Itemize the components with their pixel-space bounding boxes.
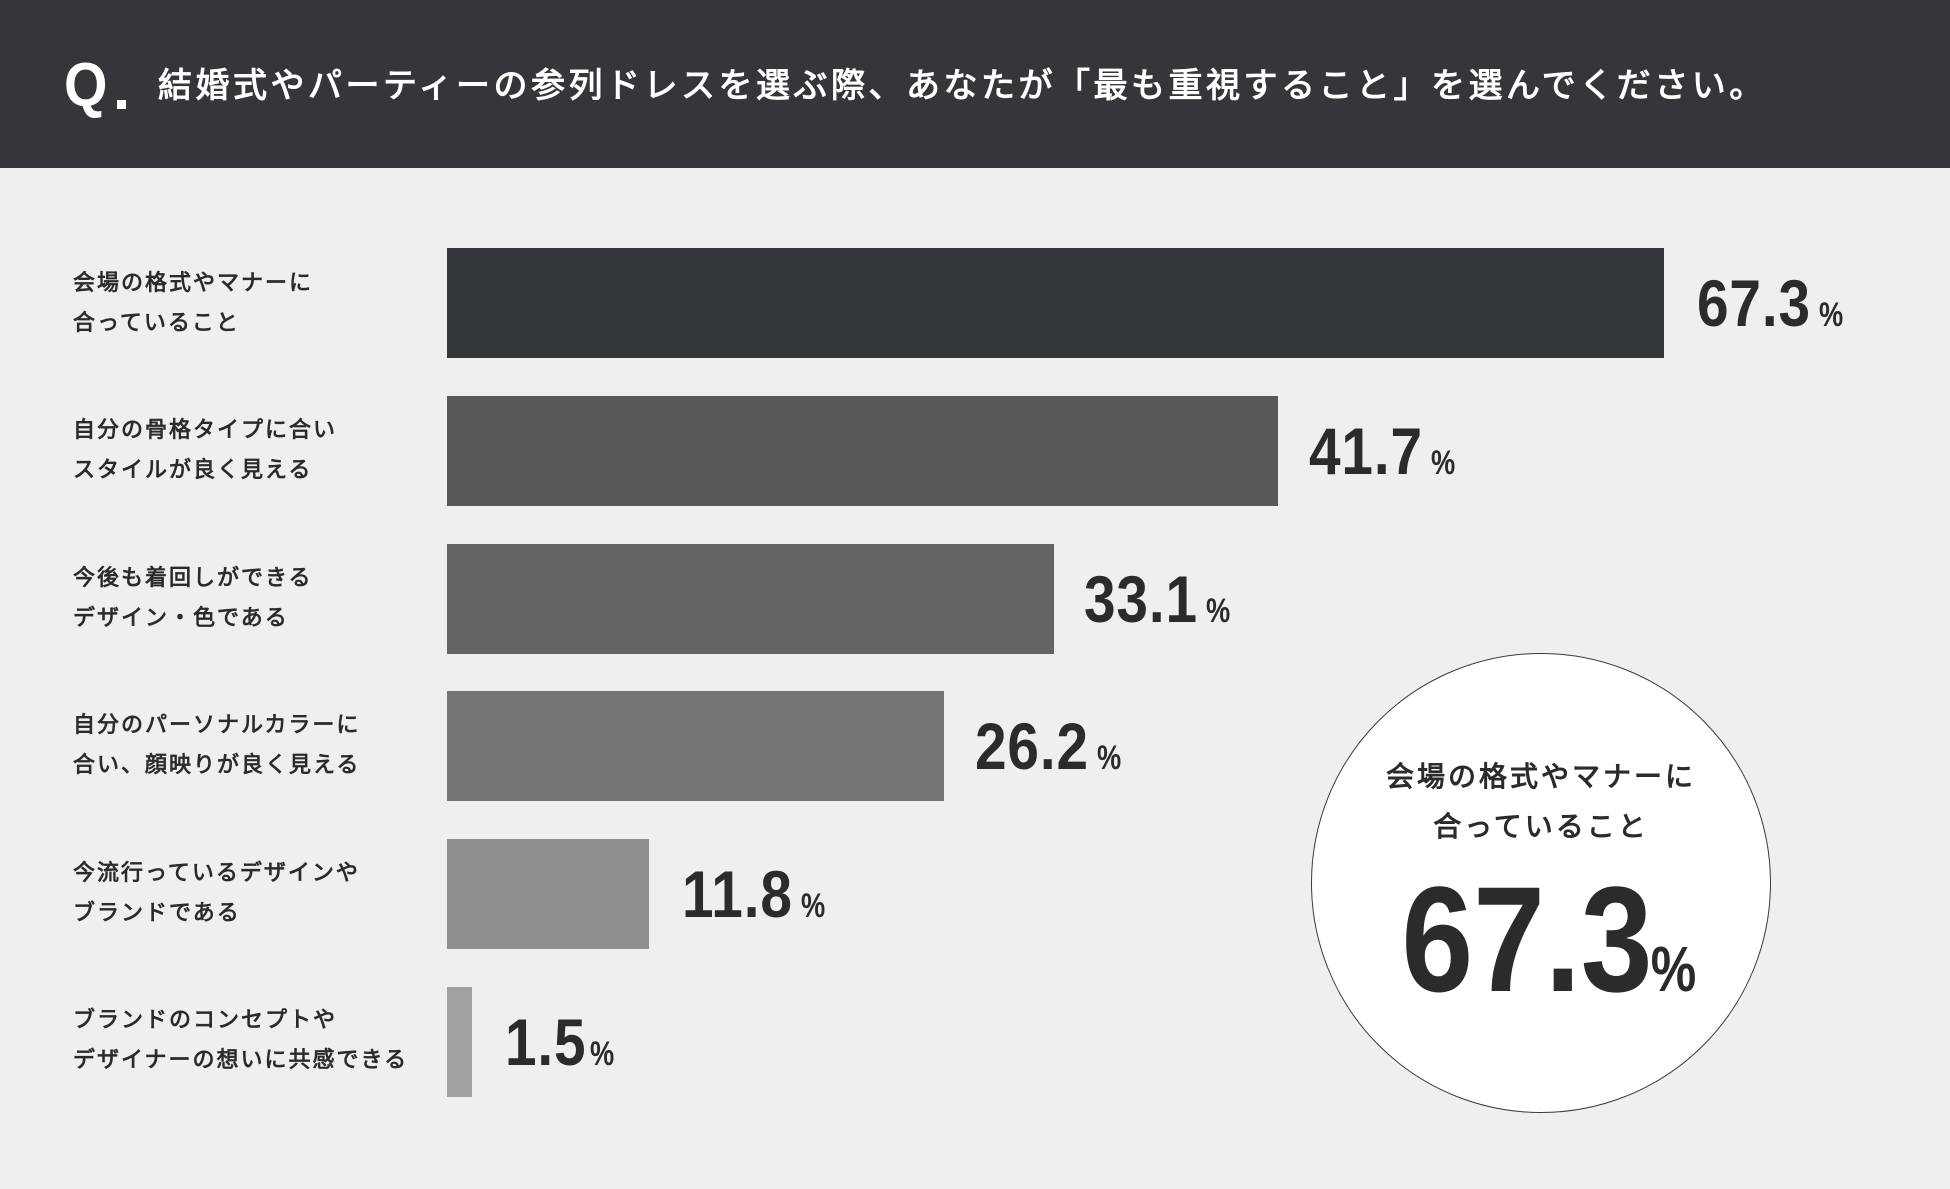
- value-unit: %: [1819, 296, 1844, 334]
- callout-value-unit: %: [1650, 933, 1696, 1005]
- value-label: 33.1 %: [1084, 561, 1237, 637]
- callout-value: 67.3%: [1312, 864, 1770, 1014]
- value-label: 26.2 %: [975, 708, 1128, 784]
- callout-value-number: 67.3: [1400, 855, 1653, 1023]
- row-label: 自分のパーソナルカラーに 合い、顔映りが良く見える: [73, 706, 360, 786]
- row-label-line2: 合っていること: [73, 311, 240, 336]
- callout-label-line2: 合っていること: [1433, 810, 1649, 843]
- row-label-line2: 合い、顔映りが良く見える: [73, 753, 361, 778]
- bar: [447, 248, 1664, 358]
- question-header: Q 結婚式やパーティーの参列ドレスを選ぶ際、あなたが「最も重視すること」を選んで…: [0, 0, 1950, 168]
- bar: [447, 396, 1278, 506]
- value-unit: %: [1097, 739, 1122, 777]
- value-number: 41.7: [1309, 414, 1423, 488]
- value-label: 11.8 %: [682, 856, 831, 932]
- value-number: 26.2: [975, 709, 1089, 783]
- row-label-line1: 今後も着回しができる: [73, 566, 313, 591]
- row-label-line2: ブランドである: [73, 901, 241, 926]
- bar: [447, 987, 472, 1097]
- row-label-line1: 自分の骨格タイプに合い: [73, 418, 338, 443]
- row-label: 自分の骨格タイプに合い スタイルが良く見える: [73, 411, 337, 491]
- bar: [447, 544, 1054, 654]
- row-label-line1: 自分のパーソナルカラーに: [73, 713, 361, 738]
- value-unit: %: [589, 1035, 614, 1073]
- value-number: 11.8: [682, 857, 793, 931]
- row-label: 会場の格式やマナーに 合っていること: [73, 264, 313, 344]
- question-text: 結婚式やパーティーの参列ドレスを選ぶ際、あなたが「最も重視すること」を選んでくだ…: [158, 66, 1767, 106]
- value-number: 67.3: [1697, 266, 1811, 340]
- row-label-line2: デザイン・色である: [73, 606, 289, 631]
- row-label: 今流行っているデザインや ブランドである: [73, 854, 360, 934]
- row-label-line2: デザイナーの想いに共感できる: [73, 1048, 409, 1073]
- q-mark: Q: [64, 51, 108, 120]
- value-unit: %: [1431, 444, 1456, 482]
- q-dot-icon: [117, 100, 126, 109]
- row-label-line1: 会場の格式やマナーに: [73, 271, 314, 296]
- row-label-line2: スタイルが良く見える: [73, 458, 313, 483]
- value-unit: %: [800, 887, 826, 925]
- row-label: 今後も着回しができる デザイン・色である: [73, 559, 313, 639]
- bar: [447, 691, 944, 801]
- value-label: 41.7 %: [1309, 413, 1462, 489]
- value-label: 67.3 %: [1697, 265, 1850, 341]
- row-label-line1: ブランドのコンセプトや: [73, 1008, 338, 1033]
- row-label-line1: 今流行っているデザインや: [73, 861, 360, 886]
- value-label: 1.5 %: [505, 1004, 620, 1080]
- row-label: ブランドのコンセプトや デザイナーの想いに共感できる: [73, 1001, 408, 1081]
- highlight-callout: 会場の格式やマナーに 合っていること 67.3%: [1311, 653, 1771, 1113]
- value-number: 1.5: [505, 1005, 587, 1079]
- value-unit: %: [1206, 592, 1231, 630]
- bar: [447, 839, 649, 949]
- value-number: 33.1: [1084, 562, 1198, 636]
- callout-label-line1: 会場の格式やマナーに: [1385, 760, 1696, 793]
